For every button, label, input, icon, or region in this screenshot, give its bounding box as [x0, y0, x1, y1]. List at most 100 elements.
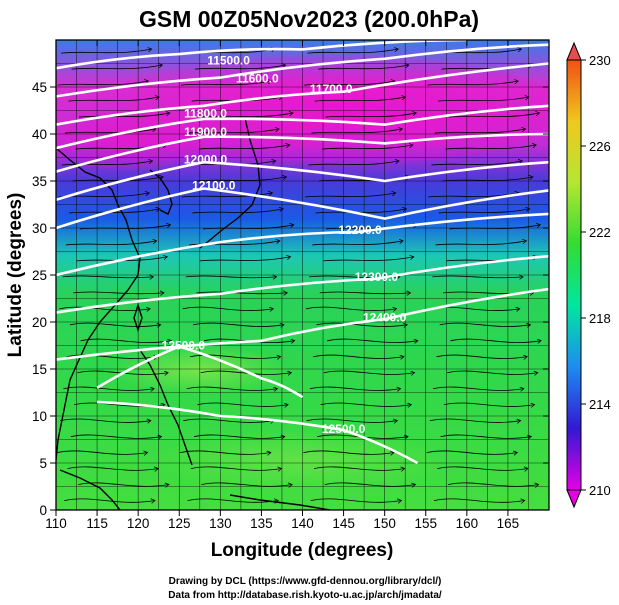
streamline: [310, 499, 401, 502]
streamline: [435, 241, 526, 246]
colorbar-top-arrow: [566, 41, 582, 61]
y-tick-label: 45: [32, 80, 47, 95]
x-axis-label: Longitude (degrees): [211, 540, 394, 561]
x-tick-label: 115: [86, 516, 108, 531]
streamline: [447, 371, 537, 374]
streamline: [305, 307, 396, 310]
streamline: [72, 177, 162, 182]
credit-line-2: Data from http://database.rish.kyoto-u.a…: [168, 590, 442, 601]
contour-label: 11500.0: [207, 54, 250, 68]
streamline: [67, 467, 158, 470]
streamline: [313, 467, 404, 470]
streamline: [77, 371, 167, 374]
y-tick-label: 0: [39, 503, 47, 518]
colorbar-tick-label: 222: [589, 225, 611, 240]
streamline: [327, 339, 417, 342]
contour-line: [56, 287, 549, 361]
streamline: [189, 241, 279, 246]
streamline: [436, 355, 526, 358]
streamline: [439, 323, 530, 326]
streamline: [59, 307, 149, 310]
credit-line-1: Drawing by DCL (https://www.gfd-dennou.o…: [169, 576, 442, 587]
streamline: [304, 81, 394, 86]
x-tick-label: 165: [497, 516, 520, 531]
y-tick-label: 20: [32, 315, 47, 330]
light-green-region-south: [150, 430, 450, 490]
streamline: [197, 403, 287, 406]
y-tick-label: 5: [39, 456, 47, 471]
streamline: [312, 241, 402, 246]
coastline-taiwan: [133, 302, 143, 333]
contour-lines: [56, 40, 549, 465]
x-tick-label: 145: [332, 516, 355, 531]
streamline: [62, 276, 153, 278]
contour-label: 12400.0: [363, 310, 407, 324]
streamline: [65, 241, 156, 246]
streamline: [186, 387, 277, 390]
colorbar-tick-label: 214: [589, 397, 611, 412]
colorbar-tick-label: 210: [589, 483, 611, 498]
contour-label: 12000.0: [184, 152, 228, 166]
streamline: [309, 387, 400, 390]
grid-lines: [56, 40, 549, 510]
y-tick-label: 25: [32, 268, 47, 283]
streamlines: [56, 49, 541, 502]
contour-line: [56, 187, 549, 230]
streamline: [189, 355, 280, 358]
x-tick-label: 155: [414, 516, 437, 531]
streamline: [442, 177, 532, 182]
streamline: [434, 129, 525, 134]
x-tick-label: 110: [45, 516, 67, 531]
y-axis-label: Latitude (degrees): [5, 193, 26, 358]
contour-line: [56, 62, 549, 126]
y-tick-label: 40: [32, 127, 47, 142]
streamline: [63, 387, 153, 390]
streamline: [193, 435, 284, 438]
contour-label: 12300.0: [355, 270, 399, 284]
contour-line: [56, 212, 549, 277]
streamline: [308, 161, 398, 166]
streamline: [199, 257, 290, 262]
streamline: [192, 209, 282, 214]
colorbar-tick-label: 230: [589, 53, 611, 68]
streamline: [307, 49, 397, 54]
colorbar-bottom-arrow: [566, 489, 582, 509]
x-tick-label: 160: [456, 516, 479, 531]
contour-label: 12200.0: [338, 223, 382, 237]
coastline-newguinea: [229, 494, 331, 510]
colorbar-body: [566, 59, 582, 491]
streamline: [440, 435, 531, 438]
streamline: [64, 129, 155, 134]
coastline-borneo: [59, 469, 121, 510]
x-tick-label: 130: [209, 516, 232, 531]
y-tick-label: 35: [32, 174, 47, 189]
streamline: [426, 451, 517, 454]
streamline: [188, 129, 278, 134]
streamline: [320, 403, 411, 406]
y-tick-label: 10: [32, 409, 47, 424]
streamline: [433, 499, 524, 502]
streamline: [313, 355, 403, 358]
streamline: [182, 307, 273, 310]
plot-area: 11500.0 11600.0 11700.0 11800.0 11900.0 12000…: [56, 40, 549, 510]
streamline: [447, 483, 538, 486]
streamline: [443, 403, 534, 406]
streamline: [433, 387, 523, 390]
coastline-asia: [56, 147, 141, 461]
contour-label: 11900.0: [184, 125, 227, 139]
streamline: [60, 419, 150, 422]
streamline: [61, 161, 152, 166]
contour-labels: 11500.0 11600.0 11700.0 11800.0 11900.0 12000…: [162, 54, 407, 436]
x-tick-label: 140: [291, 516, 314, 531]
streamline: [306, 419, 397, 422]
streamline: [193, 323, 283, 326]
streamline: [183, 419, 273, 422]
streamline: [179, 451, 270, 454]
streamline: [60, 49, 151, 54]
streamline: [78, 483, 168, 486]
x-tick-label: 135: [250, 516, 273, 531]
contour-line: [56, 40, 467, 70]
coastline-philippines: [139, 349, 193, 466]
streamline: [324, 483, 415, 486]
contour-line: [56, 132, 549, 173]
